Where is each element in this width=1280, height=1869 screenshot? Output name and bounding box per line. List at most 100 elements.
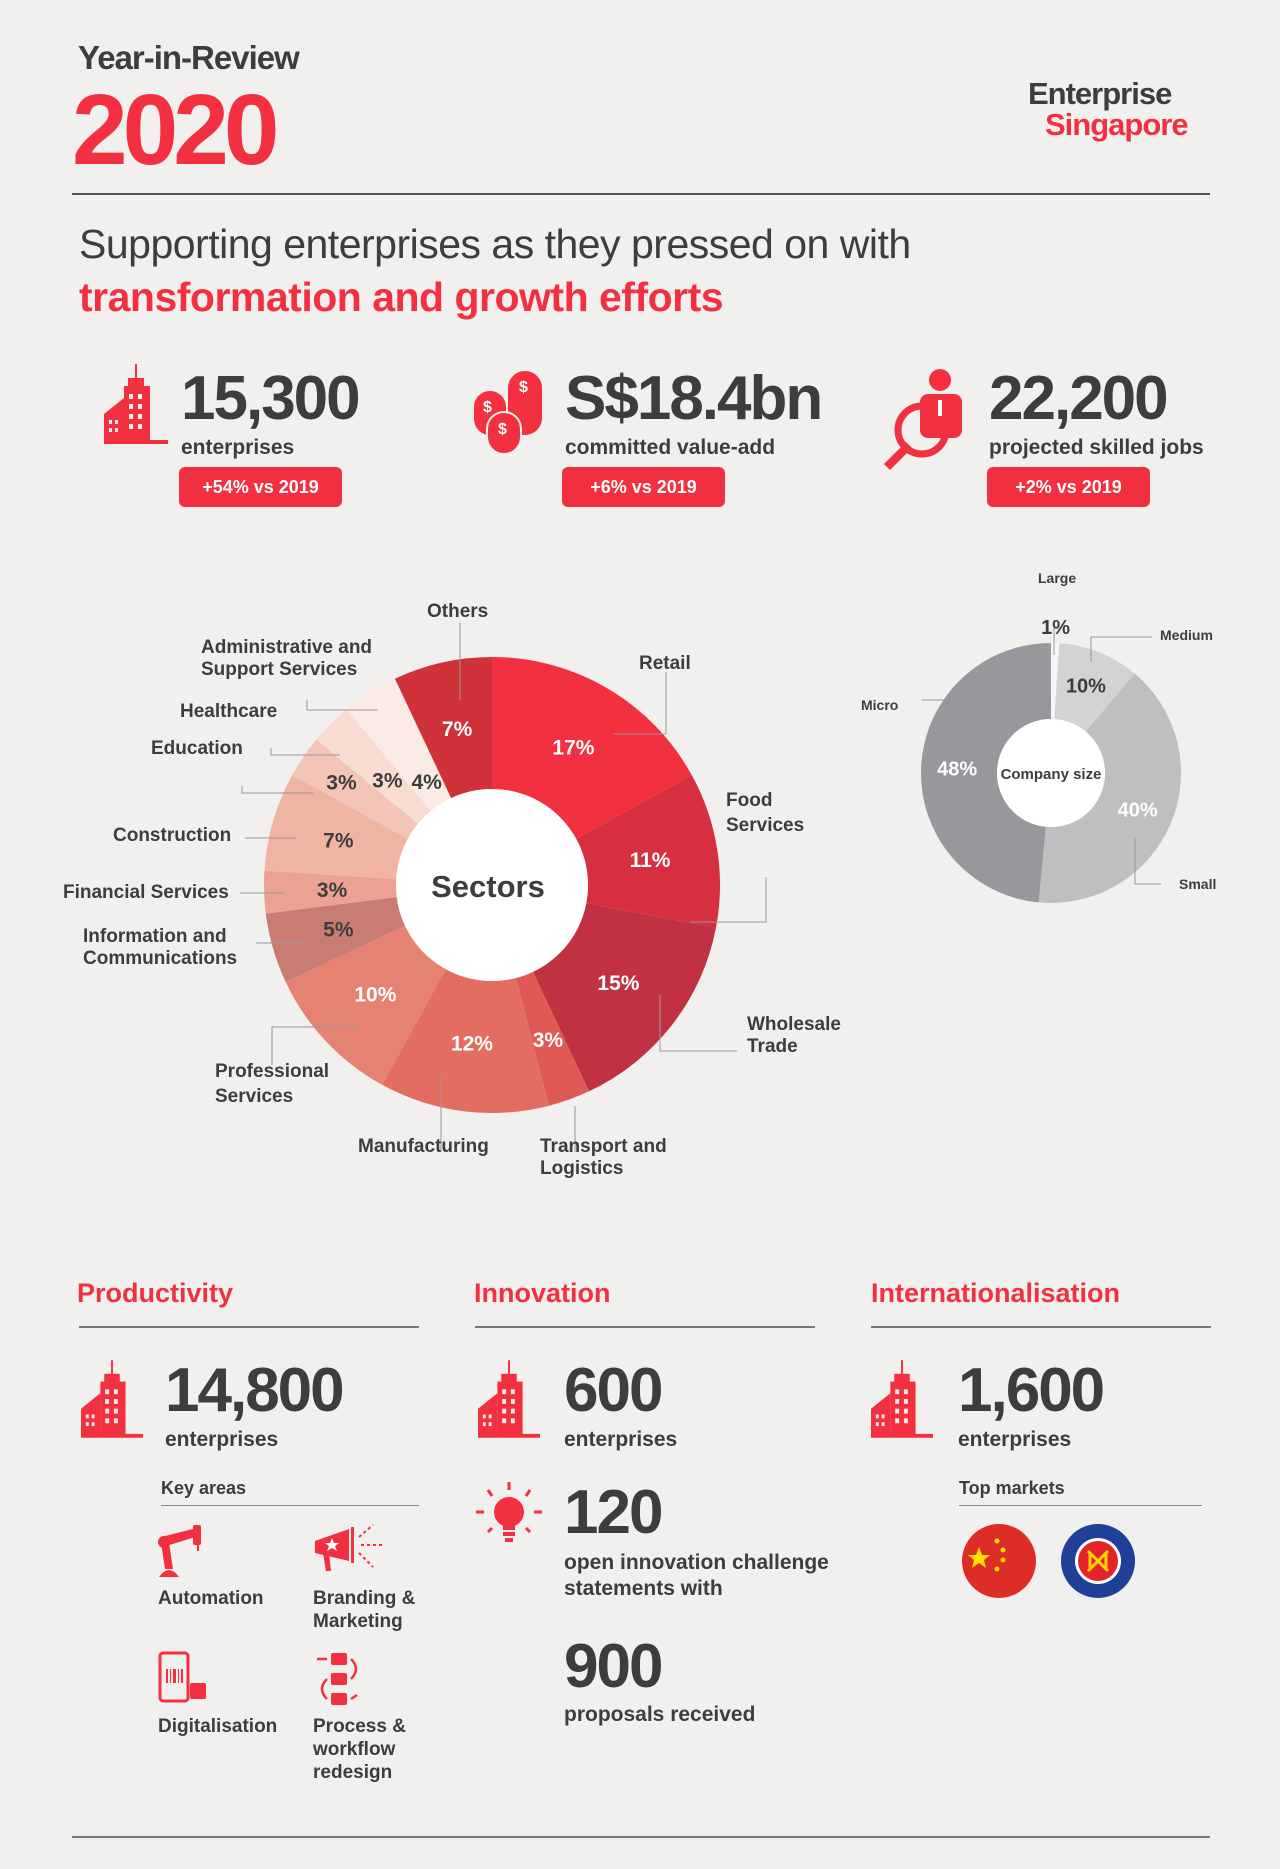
stat-value-add-badge: +6% vs 2019 [562,467,725,507]
key-areas-divider [161,1505,419,1506]
challenges-value: 120 [564,1478,663,1547]
label-others: Others [427,601,489,622]
workflow-icon [317,1653,358,1705]
innovation-heading: Innovation [474,1278,611,1308]
pct-label-manufacturing: 12% [451,1033,493,1056]
productivity-label: enterprises [165,1428,279,1451]
pct-label-construction: 7% [323,829,354,852]
internationalisation-value: 1,600 [958,1356,1105,1425]
pct-label-education: 3% [326,772,357,795]
label-healthcare: Healthcare [180,701,278,722]
mobile-barcode-icon [158,1651,206,1703]
label-education: Education [151,738,243,759]
label-wholesale: Wholesale Trade [747,1014,841,1057]
slice-retail [492,657,692,839]
label-transport: Transport and Logistics [540,1136,667,1179]
coins-icon: $ $ $ [472,369,544,455]
pct-label-transport-and-logistics: 3% [533,1029,564,1052]
internationalisation-heading: Internationalisation [871,1278,1121,1308]
company-size-donut [920,643,1181,903]
slice-medium [1054,643,1135,732]
svg-text:$: $ [519,379,528,396]
enterprise-singapore-logo: Enterprise Singapore [1028,76,1189,142]
stat-enterprises-badge: +54% vs 2019 [179,467,342,507]
label-construction: Construction [113,825,232,846]
building-icon [478,1360,540,1438]
logo-line2: Singapore [1045,107,1189,142]
stat-value-add-value: S$18.4bn [565,364,823,433]
donut-hole [997,719,1105,827]
internationalisation-divider [871,1326,1211,1328]
key-areas-title: Key areas [161,1478,247,1498]
headline-line1: Supporting enterprises as they pressed o… [79,221,911,267]
slice-large [1051,643,1060,720]
label-large: Large [1038,570,1077,586]
header-divider [72,193,1210,195]
productivity-heading: Productivity [77,1278,234,1308]
stat-jobs-badge: +2% vs 2019 [987,467,1150,507]
slice-administrative-and-support-services [346,678,452,812]
china-flag-icon [962,1524,1036,1598]
slice-construction [264,775,408,879]
slice-wholesale-trade [532,902,716,1092]
svg-text:$: $ [498,421,507,438]
label-retail: Retail [639,653,691,674]
stat-value-add-label: committed value-add [565,436,776,459]
proposals-value: 900 [564,1632,663,1701]
innovation-divider [475,1326,815,1328]
sectors-center-label: Sectors [431,869,545,904]
pct-label-information-and-communications: 5% [323,919,354,942]
footer-divider [72,1836,1210,1838]
slice-information-and-communications [265,897,406,983]
productivity-value: 14,800 [165,1356,345,1425]
slice-transport-and-logistics [515,971,590,1106]
building-icon [81,1360,143,1438]
slice-others [394,657,492,799]
productivity-divider [79,1326,419,1328]
donut-hole [396,789,588,981]
label-small: Small [1179,876,1217,892]
slice-professional-services [285,925,446,1085]
pct-label-medium: 10% [1066,676,1106,698]
slice-micro [920,643,1051,903]
key-area-digitalisation: Digitalisation [158,1716,278,1737]
leader-lines [240,620,1161,1152]
stat-enterprises-value: 15,300 [181,364,361,433]
kicker-title: Year-in-Review [78,39,300,76]
key-area-process: Process & workflow redesign [313,1716,406,1784]
innovation-value: 600 [564,1356,663,1425]
label-professional: Professional Services [215,1061,330,1107]
stat-jobs-label: projected skilled jobs [989,436,1204,459]
lightbulb-icon [476,1482,542,1542]
asean-flag-icon [1061,1524,1135,1598]
pct-label-administrative-and-support-services: 4% [411,771,442,794]
pct-label-food-services: 11% [630,849,671,872]
pct-label-professional-services: 10% [354,984,396,1007]
internationalisation-label: enterprises [958,1428,1072,1451]
pct-label-wholesale-trade: 15% [597,972,639,995]
pct-label-others: 7% [442,718,473,741]
slice-small [1038,673,1181,903]
building-icon [871,1360,933,1438]
logo-line1: Enterprise [1028,76,1172,111]
key-area-branding: Branding & Marketing [313,1588,416,1633]
label-admin-support: Administrative and Support Services [201,637,373,680]
company-size-center-label: Company size [1001,766,1102,783]
slice-manufacturing [382,969,549,1113]
label-micro: Micro [861,697,899,713]
slice-financial-services [264,870,397,914]
pct-label-healthcare: 3% [372,769,403,792]
slice-healthcare [316,709,431,824]
top-markets-divider [959,1505,1202,1506]
building-icon [104,364,168,444]
megaphone-icon [315,1524,383,1571]
pct-label-small: 40% [1118,799,1158,821]
label-medium: Medium [1160,627,1213,643]
pct-label-financial-services: 3% [317,879,348,902]
headline-line2: transformation and growth efforts [79,274,724,320]
proposals-label: proposals received [564,1703,756,1726]
pct-label-large: 1% [1041,617,1070,639]
pct-label-micro: 48% [937,759,977,781]
charts-canvas: Sectors Company size 17% 11% 15% 3% 12% 10% 5%… [240,617,1181,1152]
stat-jobs-value: 22,200 [989,364,1169,433]
